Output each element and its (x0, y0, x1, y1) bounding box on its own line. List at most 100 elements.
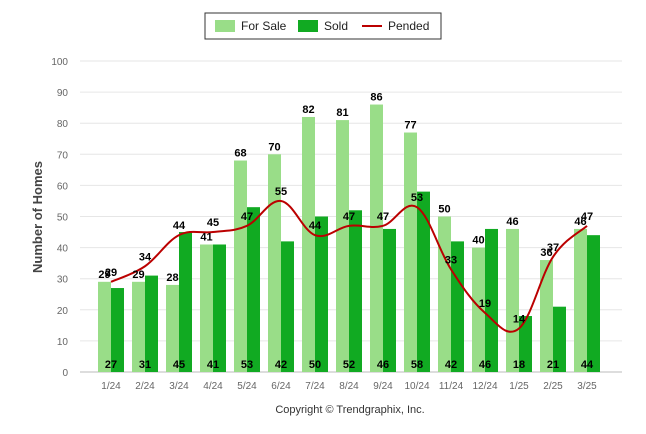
label-pended: 29 (105, 267, 117, 279)
bar-sold (519, 316, 532, 372)
y-axis-ticks: 0 10 20 30 40 50 60 70 80 90 100 (51, 57, 68, 379)
y-tick-label: 50 (57, 213, 69, 224)
label-sold: 42 (275, 359, 287, 371)
label-sold: 50 (309, 359, 321, 371)
x-tick-label: 1/25 (509, 381, 529, 392)
label-sold: 52 (343, 359, 355, 371)
y-tick-label: 70 (57, 150, 69, 161)
bar-for-sale (404, 132, 417, 372)
bar-for-sale (200, 244, 213, 372)
label-for-sale: 46 (506, 216, 518, 228)
bar-sold (111, 288, 124, 372)
label-pended: 47 (377, 211, 389, 223)
label-sold: 21 (547, 359, 559, 371)
y-tick-label: 80 (57, 119, 69, 130)
legend-box (204, 12, 442, 40)
label-sold: 46 (377, 359, 389, 371)
y-tick-label: 10 (57, 337, 69, 348)
legend-label-for-sale: For Sale (241, 19, 287, 33)
x-tick-label: 7/24 (305, 381, 325, 392)
y-tick-label: 60 (57, 181, 69, 192)
copyright-footer: Copyright © Trendgraphix, Inc. (275, 404, 424, 416)
label-pended: 44 (309, 220, 322, 232)
label-pended: 47 (343, 211, 355, 223)
x-tick-label: 3/25 (577, 381, 597, 392)
label-for-sale: 68 (234, 148, 246, 160)
bar-for-sale (268, 154, 281, 372)
label-sold: 44 (581, 359, 594, 371)
x-tick-label: 11/24 (439, 381, 464, 392)
label-pended: 19 (479, 298, 491, 310)
label-for-sale: 29 (98, 269, 110, 281)
x-tick-label: 2/25 (543, 381, 563, 392)
legend: For Sale Sold Pended (204, 12, 442, 40)
label-for-sale: 28 (166, 272, 178, 284)
label-sold: 27 (105, 359, 117, 371)
bar-for-sale (336, 120, 349, 372)
x-tick-label: 5/24 (237, 381, 257, 392)
x-tick-label: 2/24 (135, 381, 155, 392)
bar-for-sale (166, 284, 179, 372)
label-for-sale: 41 (200, 231, 212, 243)
bar-sold (213, 244, 226, 372)
x-tick-label: 3/24 (169, 381, 189, 392)
label-pended: 33 (445, 254, 457, 266)
x-tick-label: 8/24 (339, 381, 359, 392)
bar-for-sale (302, 116, 315, 372)
label-sold: 41 (207, 359, 219, 371)
label-pended: 47 (581, 211, 593, 223)
x-tick-label: 1/24 (101, 381, 121, 392)
bar-for-sale (234, 160, 247, 372)
bar-sold (587, 235, 600, 372)
bar-sold (349, 210, 362, 372)
bar-sold (315, 216, 328, 372)
label-for-sale: 86 (370, 92, 382, 104)
bar-for-sale (438, 216, 451, 372)
label-sold: 45 (173, 359, 185, 371)
y-tick-label: 100 (51, 57, 68, 68)
y-tick-label: 40 (57, 244, 69, 255)
data-labels: 29 27 29 31 28 45 41 41 68 53 70 42 82 50 81 52 86 46 77 58… (98, 92, 594, 371)
label-for-sale: 82 (302, 104, 314, 116)
legend-swatch-for-sale (215, 20, 235, 32)
legend-swatch-sold (298, 20, 318, 32)
bars (98, 104, 600, 372)
bar-sold (145, 275, 158, 372)
label-for-sale: 46 (574, 216, 586, 228)
label-for-sale: 81 (336, 107, 348, 119)
label-for-sale: 36 (540, 247, 552, 259)
x-tick-label: 10/24 (404, 381, 429, 392)
label-sold: 58 (411, 359, 423, 371)
x-tick-label: 4/24 (203, 381, 223, 392)
bar-sold (417, 191, 430, 372)
x-axis-ticks: 1/24 2/24 3/24 4/24 5/24 6/24 7/24 8/24 9/24 10/2… (101, 381, 597, 392)
bar-for-sale (540, 260, 553, 372)
label-sold: 46 (479, 359, 491, 371)
legend-label-sold: Sold (324, 19, 348, 33)
x-tick-label: 9/24 (373, 381, 393, 392)
label-pended: 14 (513, 313, 526, 325)
label-for-sale: 70 (268, 141, 280, 153)
label-pended: 45 (207, 217, 219, 229)
x-tick-label: 12/24 (472, 381, 497, 392)
label-for-sale: 50 (438, 204, 450, 216)
legend-label-pended: Pended (388, 19, 429, 33)
bar-for-sale (98, 281, 111, 372)
y-tick-label: 0 (62, 368, 68, 379)
label-pended: 37 (547, 242, 559, 254)
label-for-sale: 77 (404, 120, 416, 132)
pended-line (110, 199, 588, 333)
bar-for-sale (506, 228, 519, 372)
bar-sold (281, 241, 294, 372)
label-pended: 55 (275, 186, 287, 198)
bar-for-sale (370, 104, 383, 372)
bar-sold (383, 228, 396, 372)
y-axis-label: Number of Homes (30, 161, 45, 273)
y-tick-label: 90 (57, 88, 69, 99)
bar-for-sale (472, 247, 485, 372)
bar-sold (179, 232, 192, 372)
label-pended: 44 (173, 220, 186, 232)
bar-sold (485, 228, 498, 372)
label-pended: 47 (241, 211, 253, 223)
y-tick-label: 30 (57, 275, 69, 286)
